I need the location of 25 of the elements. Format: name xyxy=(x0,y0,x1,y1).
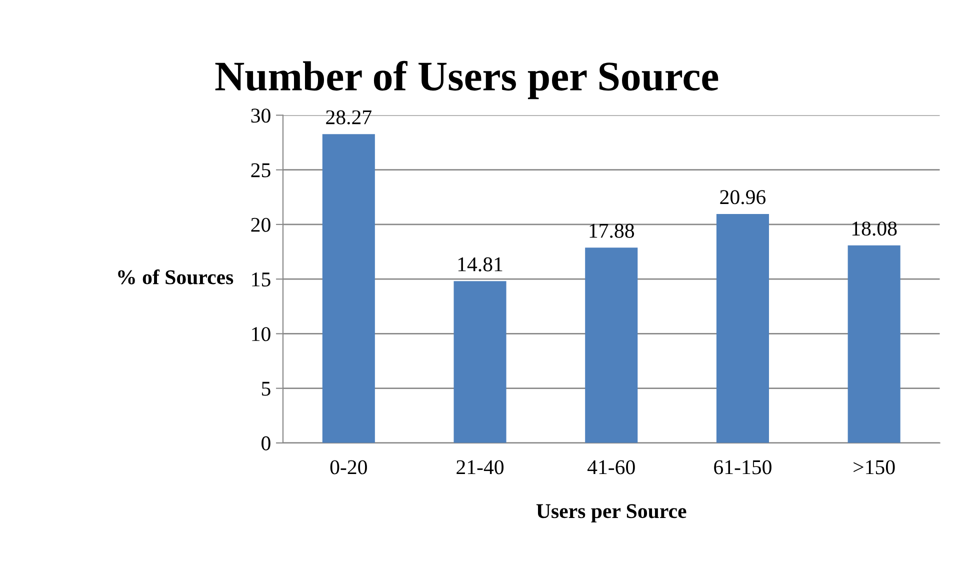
data-label: 14.81 xyxy=(458,257,502,272)
data-label: 17.88 xyxy=(590,224,634,238)
x-tick-label: 21-40 xyxy=(456,460,504,474)
bar xyxy=(585,248,638,443)
y-axis-title: % of Sources xyxy=(118,269,234,284)
data-label: 28.27 xyxy=(326,110,372,124)
y-tick-label: 10 xyxy=(252,327,270,342)
x-tick-label: 41-60 xyxy=(587,460,635,474)
y-tick-label: 0 xyxy=(262,436,270,450)
bar xyxy=(716,214,769,443)
y-tick-label: 5 xyxy=(262,382,270,396)
x-tick-label: 61-150 xyxy=(714,460,772,474)
bar xyxy=(322,134,375,443)
y-tick-label: 15 xyxy=(252,272,270,287)
data-label: 20.96 xyxy=(720,190,766,204)
bar xyxy=(454,281,506,443)
x-tick-label: >150 xyxy=(854,460,895,474)
y-tick-label: 30 xyxy=(251,108,270,123)
y-tick-label: 25 xyxy=(251,163,270,178)
x-axis-title: Users per Source xyxy=(536,504,686,522)
bar xyxy=(848,245,900,443)
y-tick-label: 20 xyxy=(251,218,270,232)
data-label: 18.08 xyxy=(852,222,897,236)
chart-title: Number of Users per Source xyxy=(215,60,718,100)
x-tick-label: 0-20 xyxy=(330,460,367,474)
